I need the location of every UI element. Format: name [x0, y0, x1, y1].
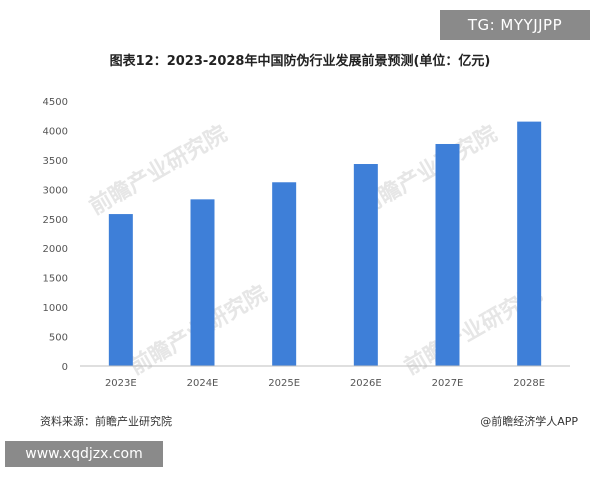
y-tick-label: 2500 — [43, 215, 68, 226]
bar-2028E — [517, 121, 542, 366]
y-tick-label: 500 — [49, 333, 68, 344]
x-tick-label: 2024E — [187, 378, 219, 389]
bars — [108, 121, 542, 366]
y-tick-label: 4000 — [43, 126, 68, 137]
x-tick-label: 2023E — [105, 378, 137, 389]
x-axis-ticks: 2023E 2024E 2025E 2026E 2027E 2028E — [105, 378, 545, 389]
bar-2026E — [353, 164, 378, 366]
bar-2023E — [108, 214, 133, 366]
bar-2024E — [190, 199, 215, 366]
website-badge: www.xqdjzx.com — [5, 441, 163, 467]
y-tick-label: 3000 — [43, 185, 68, 196]
y-tick-label: 1000 — [43, 303, 68, 314]
watermark-layer: 前瞻产业研究院 前瞻产业研究院 前瞻产业研究院 前瞻产业研究院 — [85, 121, 546, 381]
bar-2027E — [435, 143, 460, 366]
credit-note: @前瞻经济学人APP — [480, 415, 578, 428]
y-tick-label: 1500 — [43, 274, 68, 285]
source-note: 资料来源：前瞻产业研究院 — [40, 415, 172, 428]
x-tick-label: 2025E — [268, 378, 300, 389]
y-tick-label: 4500 — [43, 97, 68, 108]
x-tick-label: 2027E — [432, 378, 464, 389]
bar-2025E — [272, 182, 297, 366]
y-tick-label: 0 — [62, 362, 68, 373]
y-axis-ticks: 0 500 1000 1500 2000 2500 3000 3500 4000 4500 — [43, 97, 68, 373]
x-tick-label: 2028E — [513, 378, 545, 389]
y-tick-label: 3500 — [43, 156, 68, 167]
chart-title: 图表12：2023-2028年中国防伪行业发展前景预测(单位：亿元) — [109, 54, 491, 69]
x-tick-label: 2026E — [350, 378, 382, 389]
telegram-badge: TG: MYYJJPP — [440, 10, 590, 40]
y-tick-label: 2000 — [43, 244, 68, 255]
